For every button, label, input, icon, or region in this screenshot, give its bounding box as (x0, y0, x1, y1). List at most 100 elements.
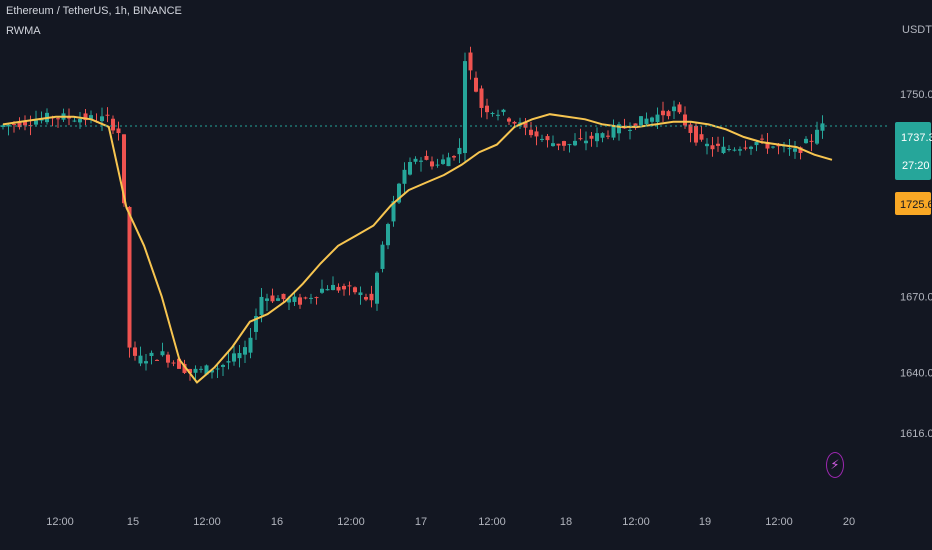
candle-body (809, 140, 814, 142)
candle-body (578, 138, 583, 140)
candle-body (639, 116, 643, 126)
candle-body (584, 140, 588, 144)
candle-body (463, 61, 467, 154)
candle-body (188, 368, 192, 374)
currency-label: USDT (902, 24, 932, 36)
candle-body (232, 353, 236, 362)
candle-body (760, 138, 764, 140)
lightning-bolt-icon[interactable]: ⚡ (826, 452, 844, 478)
candle-body (364, 296, 368, 300)
x-tick-label: 19 (699, 516, 711, 528)
symbol-title[interactable]: Ethereum / TetherUS, 1h, BINANCE (6, 5, 182, 17)
candle-body (204, 365, 209, 375)
candle-body (160, 351, 165, 356)
candle-body (314, 297, 319, 299)
candle-body (562, 141, 566, 146)
candle-body (479, 88, 484, 108)
last-price-badge (895, 122, 931, 180)
y-tick-label: 1640.00 (900, 367, 932, 379)
y-axis[interactable]: 1750.00 1670.00 1640.00 1616.00 (900, 89, 932, 440)
candle-body (292, 296, 297, 302)
rwma-value-badge (895, 192, 931, 215)
candle-body (435, 164, 440, 166)
candle-body (171, 362, 176, 364)
candle-body (391, 201, 396, 222)
x-tick-label: 12:00 (193, 516, 221, 528)
candle-body (606, 135, 610, 137)
candle-body (23, 121, 27, 126)
x-tick-label: 20 (843, 516, 855, 528)
rwma-value: 1725.61 (900, 199, 932, 211)
candle-body (556, 143, 561, 146)
candle-body (248, 337, 253, 353)
candle-body (122, 134, 126, 204)
candle-body (727, 148, 731, 150)
candle-body (17, 122, 22, 128)
candle-body (496, 114, 500, 116)
candle-body (523, 121, 528, 128)
candle-body (716, 143, 720, 146)
y-tick-label: 1670.00 (900, 291, 932, 303)
candle-body (474, 77, 478, 92)
candle-body (182, 363, 187, 373)
candle-body (397, 183, 401, 203)
candle-body (485, 105, 489, 113)
candle-body (430, 161, 434, 167)
candle-body (243, 347, 247, 355)
candle-body (320, 288, 324, 293)
x-tick-label: 15 (127, 516, 139, 528)
candle-body (193, 368, 198, 373)
candle-body (749, 146, 753, 149)
candle-body (798, 147, 803, 153)
candle-body (738, 149, 742, 151)
candle-body (138, 355, 143, 364)
candle-body (441, 159, 445, 164)
y-tick-label: 1616.00 (900, 428, 932, 440)
candle-body (683, 114, 687, 126)
candle-body (490, 113, 495, 115)
candles (1, 46, 825, 383)
candle-body (402, 169, 407, 184)
candle-body (276, 298, 280, 301)
candle-body (1, 125, 5, 127)
candle-body (688, 124, 693, 133)
candle-body (650, 117, 654, 122)
candle-body (771, 146, 775, 148)
candle-body (265, 298, 269, 301)
candle-body (507, 118, 511, 122)
candle-body (237, 353, 242, 359)
candle-body (446, 157, 451, 167)
candle-body (111, 118, 115, 131)
candle-body (303, 297, 308, 299)
candle-body (226, 361, 231, 363)
candle-body (787, 148, 792, 150)
candle-body (177, 358, 181, 369)
candle-body (144, 361, 148, 364)
candle-body (100, 116, 104, 122)
candle-body (452, 156, 456, 158)
candle-body (699, 134, 704, 140)
candle-body (309, 297, 313, 299)
candle-body (358, 292, 363, 296)
candle-body (386, 224, 390, 246)
candle-body (776, 145, 781, 147)
candle-body (155, 359, 159, 361)
candle-body (705, 143, 709, 147)
candle-body (408, 161, 412, 175)
candle-body (287, 298, 291, 303)
x-tick-label: 12:00 (622, 516, 650, 528)
candle-body (413, 158, 418, 162)
candle-body (677, 104, 682, 113)
candle-body (127, 206, 132, 348)
candle-body (732, 149, 737, 151)
candle-body (221, 364, 225, 367)
x-axis[interactable]: 12:00 15 12:00 16 12:00 17 12:00 18 12:00 19 12:00… (46, 516, 855, 528)
candle-body (281, 293, 286, 300)
candle-body (529, 129, 533, 136)
last-price-value: 1737.34 (901, 132, 932, 144)
indicator-legend[interactable]: RWMA (6, 25, 41, 37)
candle-body (166, 354, 170, 363)
candle-body (56, 118, 60, 120)
